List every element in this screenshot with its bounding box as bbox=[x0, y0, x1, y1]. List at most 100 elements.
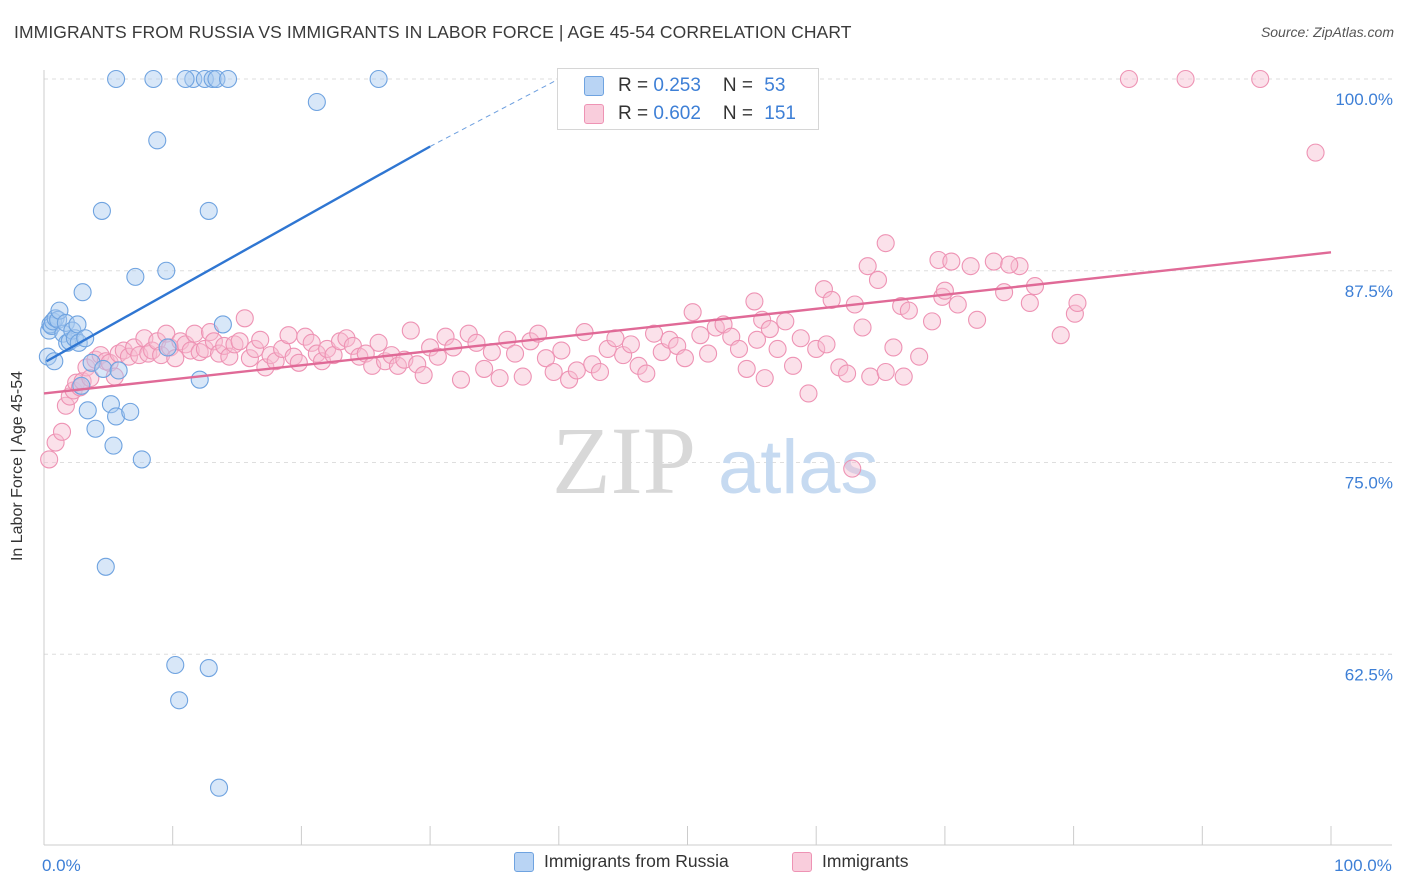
legend-item-immigrants[interactable]: Immigrants bbox=[792, 851, 909, 872]
point-immigrants bbox=[475, 359, 494, 378]
point-russia bbox=[190, 370, 209, 389]
legend-label-immigrants: Immigrants bbox=[822, 851, 909, 871]
point-immigrants bbox=[1119, 69, 1138, 89]
point-russia bbox=[73, 283, 92, 302]
point-immigrants bbox=[948, 295, 967, 314]
point-immigrants bbox=[894, 367, 913, 386]
point-immigrants bbox=[157, 324, 176, 343]
stats-r-label: R = bbox=[618, 75, 654, 96]
point-immigrants bbox=[868, 270, 888, 290]
point-immigrants bbox=[536, 349, 555, 368]
point-immigrants bbox=[190, 343, 209, 362]
point-immigrants bbox=[1000, 255, 1019, 274]
source-credit: Source: ZipAtlas.com bbox=[1260, 24, 1394, 40]
bottom-legend: Immigrants from Russia Immigrants bbox=[0, 851, 1406, 877]
y-axis-label-text: In Labor Force | Age 45-54 bbox=[9, 370, 26, 562]
point-russia bbox=[126, 267, 145, 286]
stats-n-value: 151 bbox=[764, 103, 796, 124]
chart-title: IMMIGRANTS FROM RUSSIA VS IMMIGRANTS IN … bbox=[14, 22, 852, 42]
legend-item-russia[interactable]: Immigrants from Russia bbox=[514, 851, 729, 872]
point-immigrants bbox=[876, 234, 895, 253]
point-immigrants bbox=[683, 303, 702, 322]
point-immigrants bbox=[490, 369, 509, 388]
point-russia bbox=[92, 201, 111, 220]
point-immigrants bbox=[590, 362, 610, 382]
grid-layer bbox=[44, 78, 1392, 655]
point-russia bbox=[109, 361, 128, 380]
point-immigrants bbox=[935, 281, 954, 300]
point-immigrants bbox=[699, 344, 718, 363]
point-immigrants bbox=[544, 362, 563, 382]
stats-legend-box: R = 0.253 N = 53 R = 0.602 N = 151 bbox=[557, 68, 819, 130]
point-russia bbox=[199, 201, 218, 220]
point-russia bbox=[68, 315, 87, 334]
point-immigrants bbox=[143, 341, 162, 360]
point-immigrants bbox=[575, 323, 594, 342]
point-immigrants bbox=[552, 341, 571, 360]
point-immigrants bbox=[428, 347, 447, 366]
stats-r-value: 0.602 bbox=[653, 103, 701, 124]
point-immigrants bbox=[459, 324, 478, 343]
legend-swatch-immigrants bbox=[792, 851, 812, 872]
point-russia bbox=[158, 338, 177, 357]
point-immigrants bbox=[799, 384, 818, 403]
x-tick-label: 100.0% bbox=[1334, 856, 1392, 875]
point-immigrants bbox=[1065, 304, 1084, 323]
point-russia bbox=[78, 401, 97, 420]
y-tick-label: 75.0% bbox=[1345, 474, 1393, 493]
point-immigrants bbox=[968, 310, 987, 329]
point-russia bbox=[218, 69, 238, 89]
y-tick-label: 87.5% bbox=[1345, 282, 1393, 301]
point-russia bbox=[369, 69, 388, 89]
point-immigrants bbox=[876, 362, 895, 382]
point-immigrants bbox=[513, 367, 532, 386]
stats-r-label: R = bbox=[618, 103, 654, 124]
point-immigrants bbox=[230, 332, 249, 351]
point-russia bbox=[72, 376, 91, 395]
point-russia bbox=[148, 131, 167, 150]
point-immigrants bbox=[246, 339, 265, 359]
point-immigrants bbox=[768, 339, 787, 359]
point-russia bbox=[307, 92, 326, 112]
stats-n-value: 53 bbox=[764, 75, 786, 96]
point-immigrants bbox=[235, 309, 254, 328]
point-immigrants bbox=[644, 324, 664, 343]
point-russia bbox=[107, 69, 126, 89]
point-immigrants bbox=[251, 330, 270, 349]
point-immigrants bbox=[884, 338, 903, 357]
point-russia bbox=[121, 402, 140, 421]
point-russia bbox=[132, 450, 151, 469]
point-immigrants bbox=[629, 356, 648, 375]
watermark: ZIP atlas bbox=[552, 407, 879, 514]
point-immigrants bbox=[52, 422, 72, 441]
point-immigrants bbox=[1068, 293, 1087, 313]
point-immigrants bbox=[858, 257, 877, 276]
point-immigrants bbox=[817, 335, 836, 354]
point-russia bbox=[203, 69, 222, 89]
point-immigrants bbox=[181, 341, 200, 360]
point-immigrants bbox=[745, 292, 764, 311]
point-russia bbox=[157, 261, 176, 280]
x-tick-label: 0.0% bbox=[42, 856, 81, 875]
trend-line-immigrants bbox=[43, 251, 1332, 395]
point-immigrants bbox=[791, 329, 810, 348]
point-russia bbox=[82, 353, 101, 372]
point-immigrants bbox=[776, 312, 795, 331]
point-immigrants bbox=[1306, 143, 1325, 162]
point-immigrants bbox=[567, 361, 586, 380]
stats-row-immigrants: R = 0.602 N = 151 bbox=[558, 99, 796, 129]
point-immigrants bbox=[853, 318, 872, 337]
point-immigrants bbox=[369, 333, 388, 352]
point-immigrants bbox=[861, 367, 880, 386]
point-immigrants bbox=[838, 364, 857, 383]
point-immigrants bbox=[240, 349, 259, 368]
point-immigrants bbox=[302, 333, 321, 352]
point-immigrants bbox=[401, 321, 420, 340]
point-russia bbox=[104, 436, 123, 455]
point-immigrants bbox=[1176, 69, 1195, 89]
point-immigrants bbox=[451, 370, 471, 389]
point-immigrants bbox=[467, 333, 486, 352]
point-russia bbox=[213, 315, 232, 334]
point-russia bbox=[56, 313, 75, 332]
